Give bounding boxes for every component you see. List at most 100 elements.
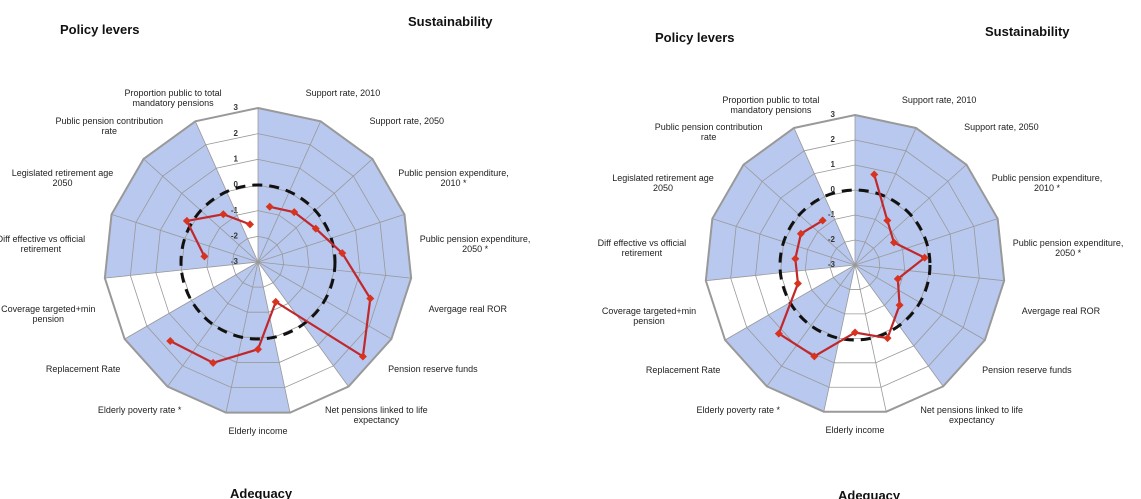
r-tick-label: 0 bbox=[831, 185, 836, 194]
spoke bbox=[124, 261, 259, 340]
category-label: Coverage targeted+min pension bbox=[601, 305, 697, 326]
sector bbox=[855, 115, 917, 265]
category-label: Diff effective vs official retirement bbox=[0, 234, 86, 255]
sector bbox=[855, 265, 944, 412]
marker bbox=[254, 345, 262, 354]
grid-ring bbox=[804, 214, 906, 315]
sector bbox=[258, 262, 349, 413]
sector bbox=[258, 262, 392, 387]
category-label: Legislated retirement age 2050 bbox=[11, 168, 114, 188]
sector bbox=[855, 164, 998, 265]
marker bbox=[366, 294, 375, 303]
category-label: Elderly poverty rate * bbox=[97, 405, 182, 416]
grid-ring bbox=[780, 189, 930, 339]
data-line bbox=[777, 174, 927, 358]
spoke bbox=[167, 261, 259, 387]
grid-ring bbox=[755, 164, 955, 364]
group-label: Adequacy bbox=[838, 488, 901, 499]
r-tick-label: -2 bbox=[828, 235, 836, 244]
category-label: Pension reserve funds bbox=[388, 364, 478, 375]
sector bbox=[725, 265, 855, 387]
grid-ring bbox=[730, 139, 980, 388]
category-label: Public pension contribution rate bbox=[55, 116, 164, 137]
grid-ring bbox=[206, 210, 310, 313]
marker bbox=[818, 216, 827, 225]
category-label: Proportion public to total mandatory pen… bbox=[124, 87, 222, 108]
sector bbox=[104, 262, 258, 339]
marker bbox=[209, 358, 218, 367]
category-label: Support rate, 2010 bbox=[901, 94, 977, 105]
group-label: Policy levers bbox=[655, 30, 735, 45]
marker bbox=[870, 170, 879, 179]
r-tick-label: 2 bbox=[234, 129, 239, 138]
category-label: Public pension expenditure, 2010 * bbox=[991, 173, 1103, 193]
category-label: Net pensions linked to life expectancy bbox=[325, 405, 428, 426]
sector bbox=[705, 265, 855, 340]
category-label: Avergage real ROR bbox=[428, 303, 507, 314]
category-label: Support rate, 2050 bbox=[369, 116, 445, 127]
category-label: Public pension expenditure, 2010 * bbox=[398, 168, 509, 188]
r-tick-label: 3 bbox=[234, 103, 239, 112]
reference-circle bbox=[778, 188, 932, 342]
spoke bbox=[111, 214, 259, 263]
sector bbox=[793, 115, 855, 265]
group-label: Sustainability bbox=[985, 24, 1070, 39]
category-label: Pension reserve funds bbox=[982, 364, 1072, 375]
category-label: Replacement Rate bbox=[45, 364, 121, 375]
sector bbox=[855, 265, 1005, 340]
spoke bbox=[854, 264, 887, 412]
category-label: Support rate, 2010 bbox=[305, 87, 381, 98]
marker bbox=[219, 210, 228, 219]
marker bbox=[883, 216, 892, 225]
marker bbox=[895, 301, 904, 310]
category-label: Public pension contribution rate bbox=[654, 122, 763, 143]
data-line bbox=[185, 213, 251, 257]
sector bbox=[855, 218, 1005, 281]
r-tick-label: 0 bbox=[234, 180, 239, 189]
category-label: Proportion public to total mandatory pen… bbox=[722, 94, 820, 115]
r-tick-label: -3 bbox=[828, 260, 836, 269]
marker bbox=[200, 252, 209, 261]
grid-ring bbox=[129, 133, 387, 388]
sector bbox=[766, 265, 855, 412]
r-tick-label: 3 bbox=[831, 110, 836, 119]
category-label: Coverage targeted+min pension bbox=[1, 303, 96, 324]
sector bbox=[111, 158, 259, 262]
sector bbox=[143, 121, 258, 263]
sector bbox=[258, 262, 412, 339]
category-label: Avergage real ROR bbox=[1021, 305, 1101, 316]
r-tick-label: 1 bbox=[234, 154, 239, 163]
grid-ring bbox=[704, 113, 1006, 413]
spoke bbox=[854, 127, 917, 266]
marker bbox=[810, 352, 819, 361]
sector bbox=[855, 265, 985, 387]
r-tick-label: -1 bbox=[828, 210, 836, 219]
category-label: Legislated retirement age 2050 bbox=[612, 173, 714, 193]
marker bbox=[338, 249, 347, 258]
category-label: Elderly poverty rate * bbox=[696, 404, 781, 415]
marker bbox=[290, 208, 299, 217]
marker bbox=[166, 337, 175, 346]
category-label: Support rate, 2050 bbox=[964, 122, 1039, 133]
data-line bbox=[169, 205, 372, 365]
spoke bbox=[823, 264, 856, 412]
spoke bbox=[766, 264, 856, 387]
category-label: Replacement Rate bbox=[645, 364, 721, 375]
marker bbox=[311, 224, 320, 233]
grid-ring bbox=[829, 239, 881, 290]
category-label: Public pension expenditure, 2050 * bbox=[1012, 237, 1124, 258]
spoke bbox=[793, 127, 856, 266]
spoke bbox=[104, 261, 259, 279]
grid-ring bbox=[232, 235, 284, 288]
sector bbox=[743, 127, 855, 266]
marker bbox=[889, 238, 898, 247]
group-label: Policy levers bbox=[60, 22, 140, 37]
sector bbox=[712, 164, 855, 265]
sector bbox=[258, 121, 373, 263]
r-tick-label: -2 bbox=[231, 231, 239, 240]
marker bbox=[893, 274, 902, 283]
sector bbox=[258, 108, 321, 262]
r-tick-label: 1 bbox=[831, 160, 836, 169]
